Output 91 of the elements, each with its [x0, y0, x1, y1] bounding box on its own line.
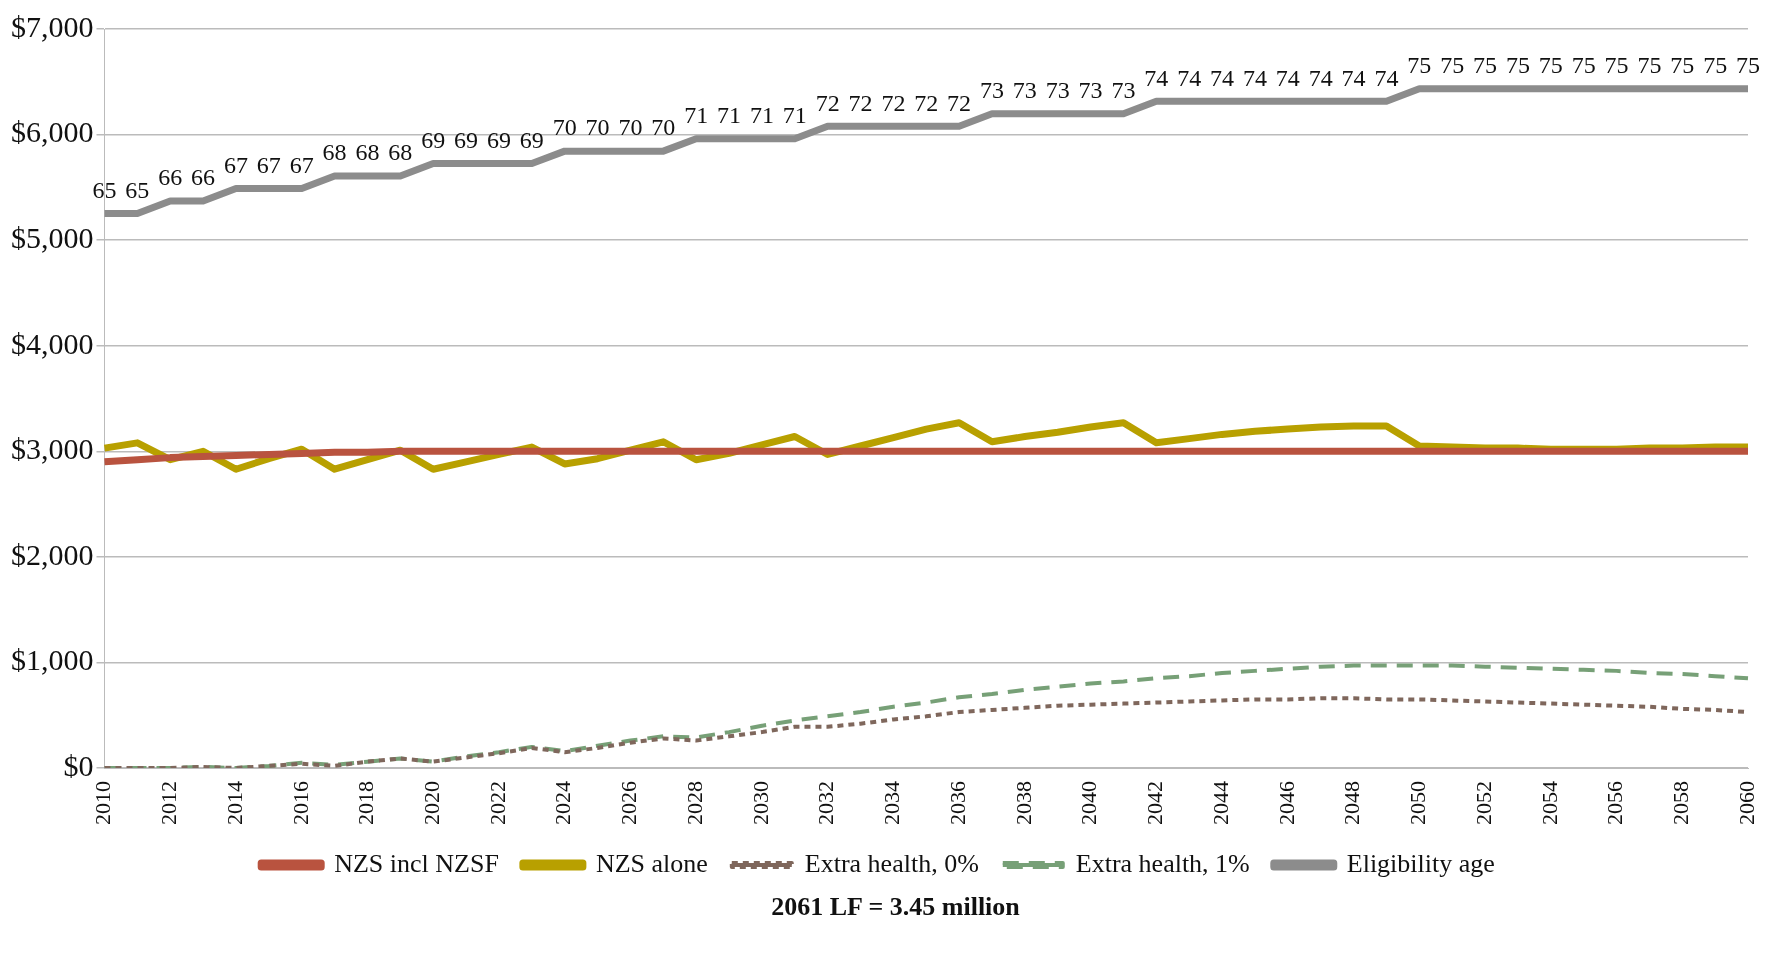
legend-label: NZS incl NZSF [334, 848, 499, 878]
data-label: 67 [223, 151, 248, 178]
data-label: 72 [914, 89, 939, 116]
data-label: 68 [388, 139, 413, 166]
data-label: 74 [1341, 64, 1366, 91]
data-label: 75 [1505, 52, 1530, 79]
data-label: 73 [1111, 77, 1136, 104]
data-label: 65 [92, 176, 117, 203]
data-label: 75 [1736, 52, 1760, 79]
data-label: 75 [1440, 52, 1465, 79]
data-label: 74 [1275, 64, 1300, 91]
data-label: 66 [158, 164, 183, 191]
x-tick-label: 2026 [616, 781, 642, 825]
data-label: 69 [519, 126, 544, 153]
data-label: 75 [1571, 52, 1596, 79]
data-label: 75 [1473, 52, 1498, 79]
data-label: 71 [749, 101, 774, 128]
legend-label: Eligibility age [1346, 848, 1495, 878]
data-label: 69 [454, 126, 479, 153]
y-tick-label: $7,000 [11, 9, 94, 43]
x-tick-label: 2018 [353, 781, 379, 825]
x-tick-label: 2036 [944, 781, 970, 825]
data-label: 70 [618, 114, 643, 141]
x-tick-label: 2050 [1405, 781, 1431, 825]
data-label: 65 [125, 176, 150, 203]
x-tick-label: 2016 [287, 781, 313, 825]
data-label: 68 [322, 139, 347, 166]
x-tick-label: 2042 [1142, 781, 1168, 825]
data-label: 72 [881, 89, 906, 116]
y-tick-label: $1,000 [11, 643, 94, 677]
data-label: 70 [585, 114, 610, 141]
data-label: 75 [1604, 52, 1629, 79]
x-tick-label: 2052 [1470, 781, 1496, 825]
y-tick-label: $0 [63, 748, 94, 782]
data-label: 69 [486, 126, 511, 153]
x-tick-label: 2048 [1339, 781, 1365, 825]
x-tick-label: 2010 [90, 781, 116, 825]
data-label: 75 [1670, 52, 1695, 79]
data-label: 71 [782, 101, 807, 128]
x-tick-label: 2040 [1076, 781, 1102, 825]
y-tick-label: $6,000 [11, 115, 94, 149]
data-label: 74 [1242, 64, 1267, 91]
legend-label: Extra health, 1% [1075, 848, 1250, 878]
x-tick-label: 2028 [681, 781, 707, 825]
data-label: 70 [651, 114, 676, 141]
data-label: 74 [1308, 64, 1333, 91]
x-tick-label: 2056 [1602, 781, 1628, 825]
data-label: 73 [1045, 77, 1070, 104]
legend-label: NZS alone [595, 848, 708, 878]
data-label: 71 [684, 101, 709, 128]
x-tick-label: 2046 [1273, 781, 1299, 825]
data-label: 72 [848, 89, 873, 116]
data-label: 73 [1012, 77, 1037, 104]
data-label: 74 [1210, 64, 1235, 91]
data-label: 72 [947, 89, 972, 116]
x-tick-label: 2054 [1536, 781, 1562, 825]
data-label: 75 [1703, 52, 1728, 79]
data-label: 69 [421, 126, 446, 153]
text: 2061 LF = 3.45 million [770, 892, 1021, 922]
x-tick-label: 2020 [418, 781, 444, 825]
data-label: 75 [1538, 52, 1563, 79]
y-tick-label: $5,000 [11, 221, 94, 255]
x-tick-label: 2014 [221, 781, 247, 825]
x-tick-label: 2012 [156, 781, 182, 825]
data-label: 74 [1144, 64, 1169, 91]
data-label: 67 [256, 151, 281, 178]
x-tick-label: 2030 [747, 781, 773, 825]
x-tick-label: 2060 [1733, 781, 1759, 825]
data-label: 73 [979, 77, 1004, 104]
y-tick-label: $4,000 [11, 326, 94, 360]
x-tick-label: 2034 [879, 781, 905, 825]
data-label: 67 [289, 151, 314, 178]
data-label: 75 [1407, 52, 1432, 79]
data-label: 74 [1177, 64, 1202, 91]
data-label: 72 [815, 89, 840, 116]
y-tick-label: $3,000 [11, 432, 94, 466]
data-label: 75 [1637, 52, 1662, 79]
legend-label: Extra health, 0% [804, 848, 979, 878]
x-tick-label: 2058 [1668, 781, 1694, 825]
x-tick-label: 2022 [484, 781, 510, 825]
y-tick-label: $2,000 [11, 537, 94, 571]
data-label: 73 [1078, 77, 1103, 104]
x-tick-label: 2044 [1207, 781, 1233, 825]
data-label: 74 [1374, 64, 1399, 91]
data-label: 70 [552, 114, 577, 141]
x-tick-label: 2032 [813, 781, 839, 825]
x-tick-label: 2038 [1010, 781, 1036, 825]
data-label: 71 [717, 101, 742, 128]
data-label: 68 [355, 139, 380, 166]
data-label: 66 [191, 164, 216, 191]
x-tick-label: 2024 [550, 781, 576, 825]
